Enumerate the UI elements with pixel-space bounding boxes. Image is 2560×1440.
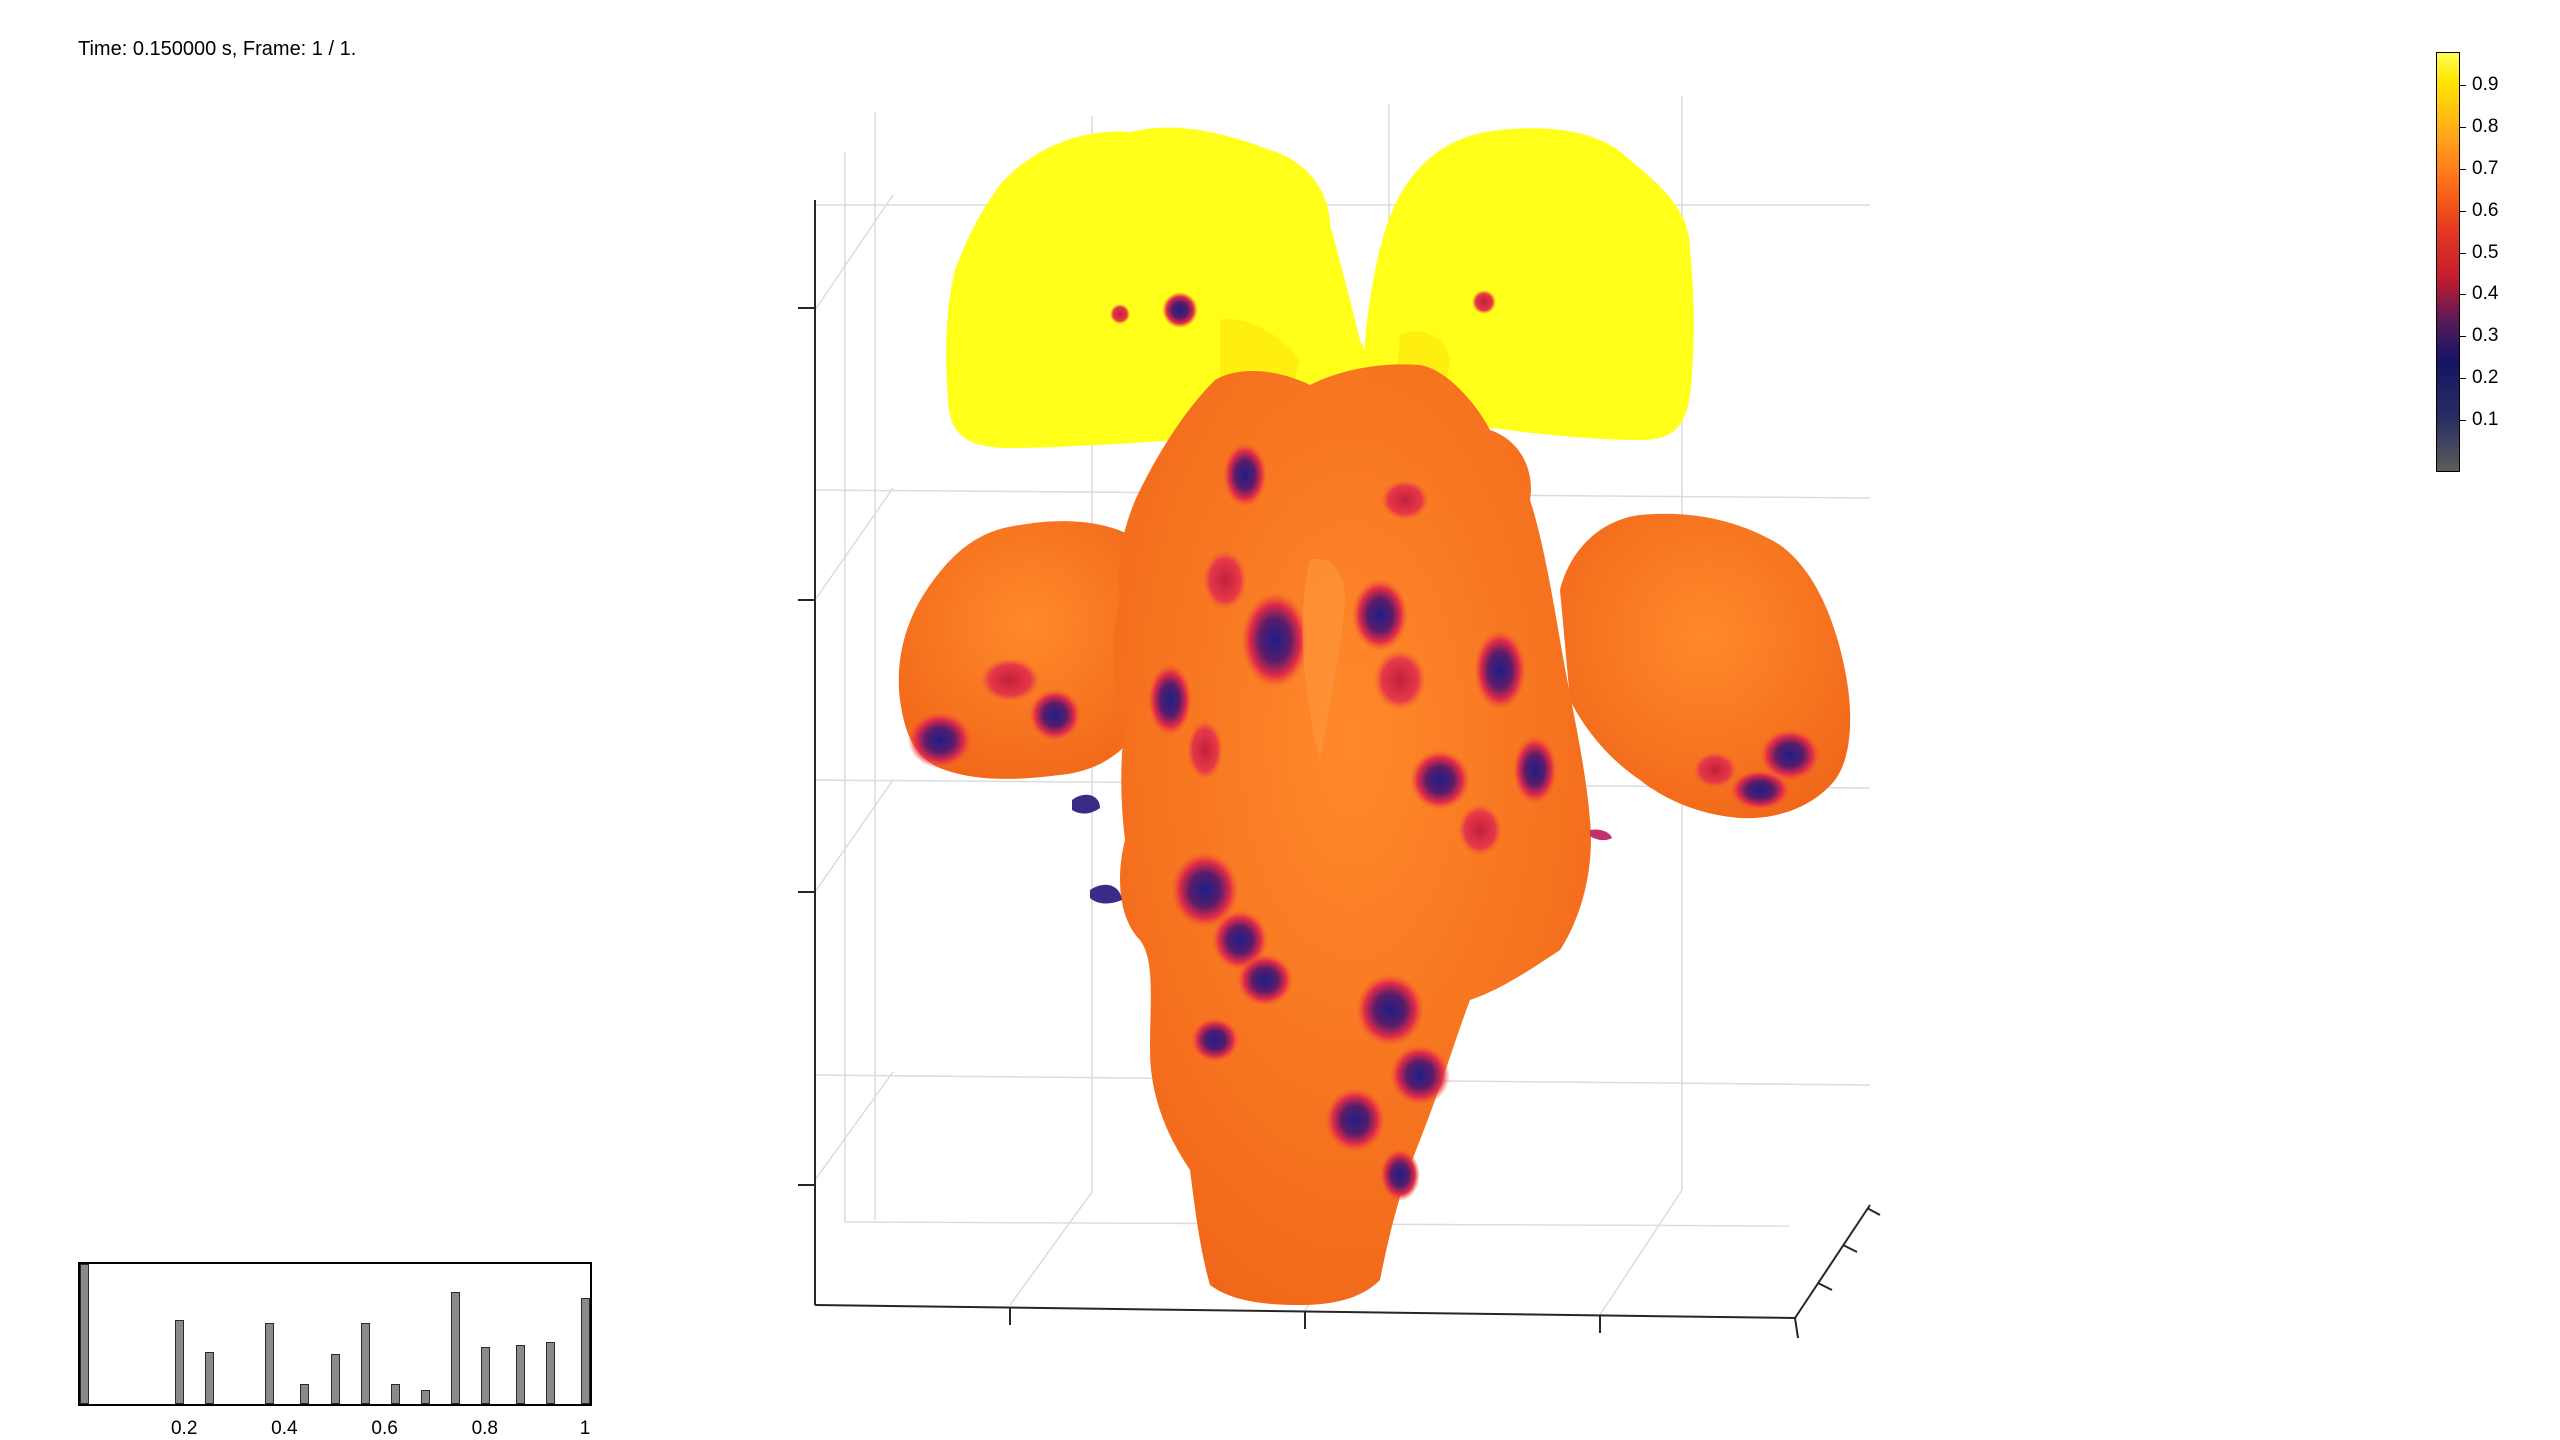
colorbar-tick xyxy=(2459,127,2466,129)
histogram-bar xyxy=(545,1342,555,1404)
colorbar-tick-label: 0.5 xyxy=(2472,241,2499,263)
colorbar xyxy=(2436,52,2460,472)
colorbar-tick-label: 0.4 xyxy=(2472,283,2499,305)
colorbar-tick-label: 0.2 xyxy=(2472,367,2499,389)
main-body xyxy=(1072,364,1612,1305)
histogram-bar xyxy=(450,1292,460,1404)
histogram-bar xyxy=(265,1322,275,1404)
colorbar-tick xyxy=(2459,336,2466,338)
colorbar-tick xyxy=(2459,378,2466,380)
histogram-bar xyxy=(390,1384,400,1404)
colorbar-tick-label: 0.3 xyxy=(2472,325,2499,347)
right-wing xyxy=(1560,513,1851,819)
histogram-bar xyxy=(80,1264,89,1404)
histogram-bar xyxy=(581,1297,590,1404)
histogram-bar xyxy=(480,1346,490,1404)
histogram-bar xyxy=(175,1320,185,1404)
histogram-bar xyxy=(330,1353,340,1404)
histogram-bar xyxy=(300,1384,310,1404)
colorbar-tick-label: 0.1 xyxy=(2472,408,2499,430)
colorbar-tick xyxy=(2459,169,2466,171)
histogram-tick-label: 0.6 xyxy=(371,1418,398,1439)
left-wing xyxy=(898,521,1160,779)
histogram-bar xyxy=(420,1390,430,1404)
histogram xyxy=(78,1262,592,1406)
colorbar-tick-label: 0.7 xyxy=(2472,158,2499,180)
colorbar-tick-label: 0.9 xyxy=(2472,74,2499,96)
colorbar-tick xyxy=(2459,210,2466,212)
histogram-bar xyxy=(205,1352,215,1404)
colorbar-tick-label: 0.8 xyxy=(2472,116,2499,138)
histogram-tick-label: 0.4 xyxy=(271,1418,298,1439)
histogram-bar xyxy=(515,1345,525,1404)
colorbar-tick xyxy=(2459,419,2466,421)
histogram-tick-label: 1 xyxy=(579,1418,591,1439)
colorbar-tick xyxy=(2459,294,2466,296)
colorbar-tick xyxy=(2459,252,2466,254)
histogram-bar xyxy=(360,1322,370,1404)
colorbar-tick xyxy=(2459,85,2466,87)
histogram-tick-label: 0.2 xyxy=(170,1418,198,1439)
axes-lines xyxy=(798,200,1881,1339)
time-frame-label: Time: 0.150000 s, Frame: 1 / 1. xyxy=(78,38,357,60)
histogram-tick-label: 0.8 xyxy=(471,1418,499,1439)
colorbar-tick-label: 0.6 xyxy=(2472,199,2499,221)
